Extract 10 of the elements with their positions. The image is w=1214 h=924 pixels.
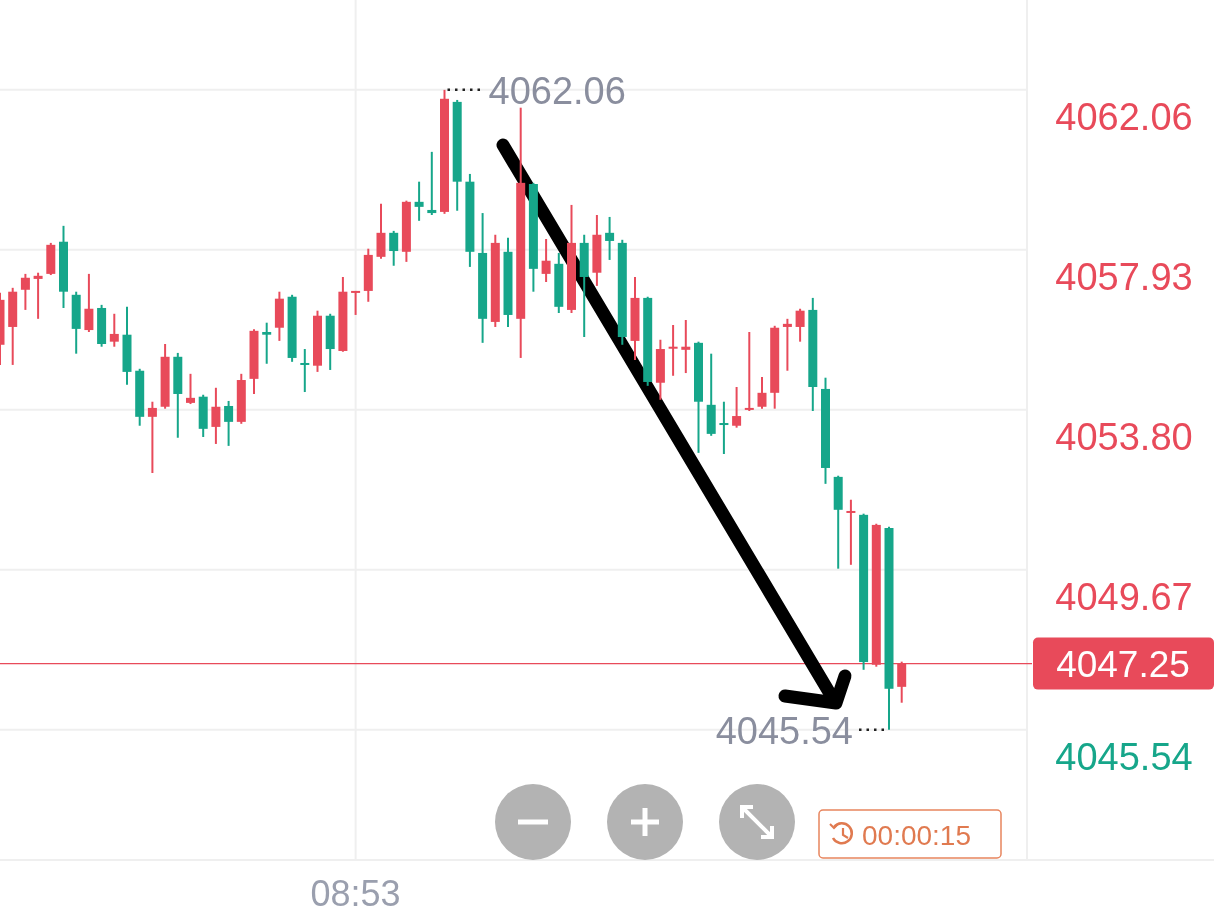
annotation: 00:00:15 bbox=[862, 820, 971, 851]
y-tick-label: 4045.54 bbox=[1055, 735, 1193, 778]
x-tick-label: 08:53 bbox=[310, 873, 401, 914]
annotation: 4062.06 bbox=[488, 69, 626, 112]
y-tick-label: 4062.06 bbox=[1055, 95, 1193, 138]
y-tick-label: 4049.67 bbox=[1055, 575, 1193, 618]
ref-line-label: 4047.25 bbox=[1056, 643, 1190, 685]
annotation: 4045.54 bbox=[715, 709, 853, 752]
y-tick-label: 4053.80 bbox=[1055, 415, 1193, 458]
y-tick-label: 4057.93 bbox=[1055, 255, 1193, 298]
